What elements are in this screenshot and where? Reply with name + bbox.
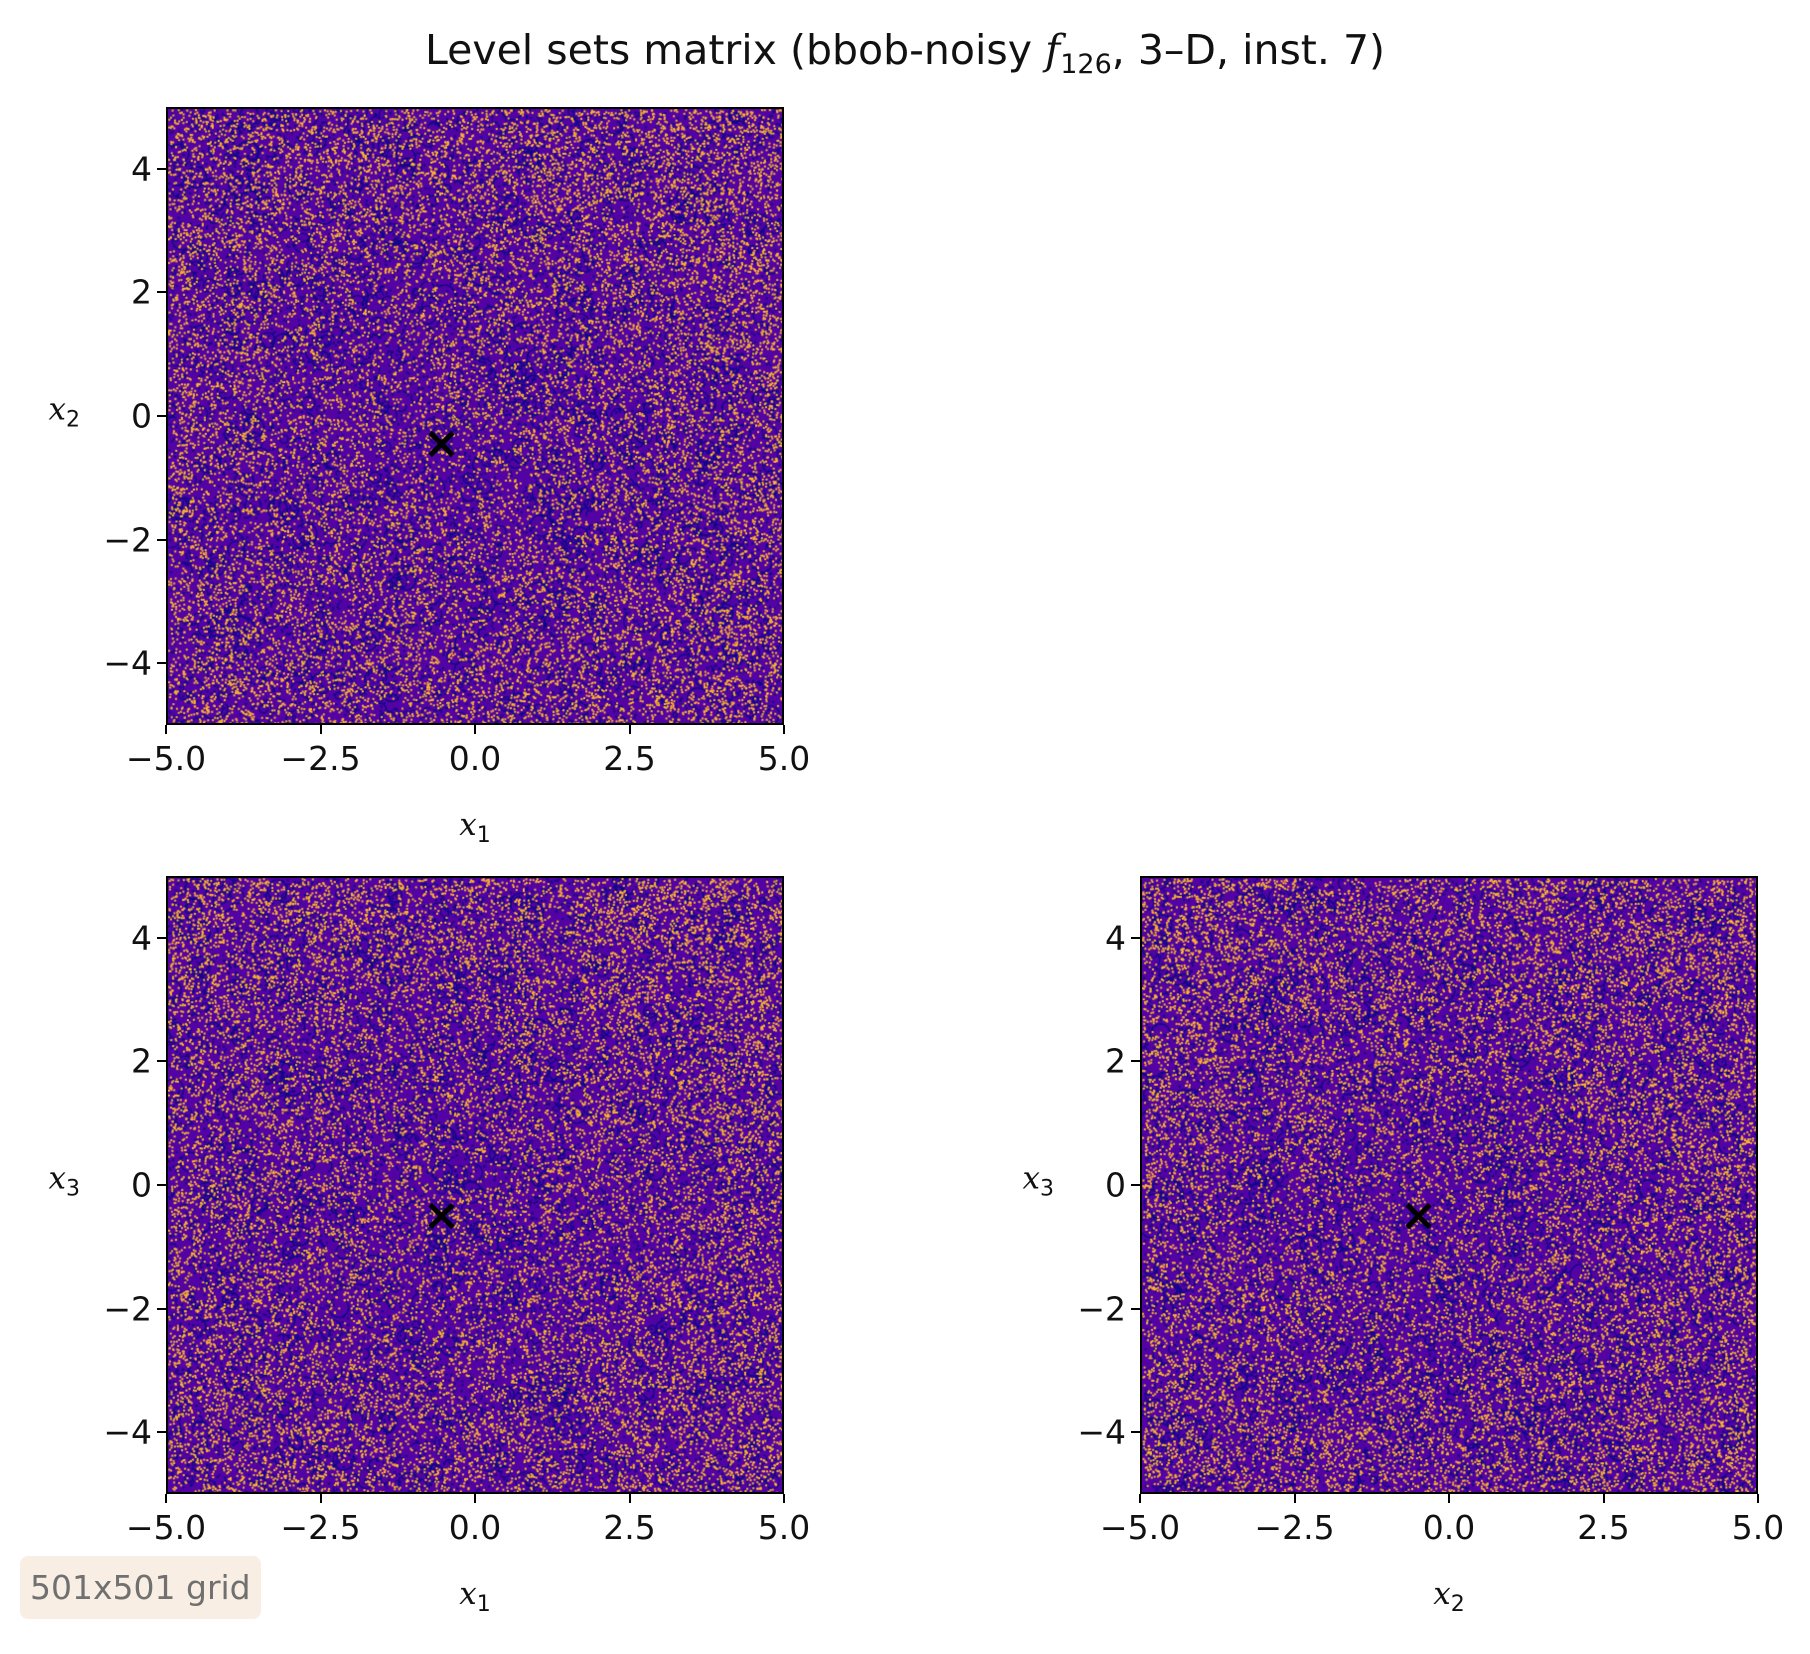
x-tick bbox=[319, 725, 322, 734]
x-tick-label: −5.0 bbox=[125, 1508, 207, 1547]
x-tick bbox=[1293, 1494, 1296, 1503]
x-tick-label: −5.0 bbox=[125, 739, 207, 778]
x-tick-label: −5.0 bbox=[1099, 1508, 1181, 1547]
y-tick-label: 4 bbox=[131, 918, 152, 958]
x-tick bbox=[474, 725, 476, 734]
y-tick bbox=[157, 538, 166, 541]
y-tick-label: 4 bbox=[1105, 918, 1126, 958]
title-func-index: 126 bbox=[1060, 49, 1112, 81]
y-tick-label: −4 bbox=[103, 1412, 152, 1452]
x-axis-label: x2 bbox=[1433, 1576, 1465, 1618]
x-tick-label: −2.5 bbox=[280, 1508, 361, 1547]
y-tick bbox=[1131, 1307, 1140, 1310]
title-suffix: , 3–D, inst. 7) bbox=[1111, 26, 1386, 74]
y-tick bbox=[157, 1184, 166, 1186]
x-tick-label: 5.0 bbox=[757, 1508, 811, 1547]
y-tick bbox=[157, 415, 166, 417]
heatmap-canvas bbox=[1142, 878, 1756, 1492]
subplot-x1-x3: −5.0 −2.5 0.0 2.5 5.0 −4 −2 0 2 4 x1 x3 bbox=[49, 876, 810, 1617]
x-tick-label: 0.0 bbox=[1422, 1508, 1476, 1547]
y-tick-label: 0 bbox=[1105, 1165, 1126, 1205]
x-tick-label: 0.0 bbox=[448, 1508, 502, 1547]
y-tick bbox=[157, 1431, 166, 1434]
y-tick bbox=[1131, 936, 1140, 939]
y-tick bbox=[157, 291, 166, 294]
y-tick-label: −2 bbox=[1077, 1289, 1126, 1329]
x-tick bbox=[319, 1494, 322, 1503]
subplot-x2-x3: −5.0 −2.5 0.0 2.5 5.0 −4 −2 0 2 4 x2 x3 bbox=[1023, 876, 1784, 1617]
y-tick-label: 0 bbox=[131, 396, 152, 436]
y-tick bbox=[157, 167, 166, 170]
x-tick bbox=[474, 1494, 476, 1503]
y-tick-label: −4 bbox=[1077, 1412, 1126, 1452]
x-tick bbox=[165, 725, 167, 734]
level-set-heatmap bbox=[1140, 876, 1758, 1494]
y-axis-label: x3 bbox=[48, 1160, 80, 1202]
title-func-symbol: f bbox=[1045, 26, 1061, 74]
optimum-marker bbox=[426, 429, 456, 459]
grid-size-badge: 501x501 grid bbox=[20, 1556, 261, 1619]
x-tick-label: 2.5 bbox=[603, 739, 656, 778]
x-tick bbox=[783, 725, 785, 734]
x-tick-label: −2.5 bbox=[1254, 1508, 1335, 1547]
y-tick bbox=[157, 1307, 166, 1310]
x-tick-label: 2.5 bbox=[603, 1508, 656, 1547]
chart-title: Level sets matrix (bbob-noisy f126, 3–D,… bbox=[0, 26, 1810, 80]
x-axis-label: x1 bbox=[459, 807, 491, 849]
level-set-heatmap bbox=[166, 876, 784, 1494]
x-tick-label: 0.0 bbox=[448, 739, 502, 778]
level-set-heatmap bbox=[166, 107, 784, 725]
x-tick bbox=[165, 1494, 167, 1503]
y-axis-label: x2 bbox=[48, 391, 80, 433]
title-prefix: Level sets matrix (bbob-noisy bbox=[424, 26, 1046, 74]
subplot-x1-x2: −5.0 −2.5 0.0 2.5 5.0 −4 −2 0 2 4 x1 x2 bbox=[49, 107, 810, 848]
y-tick bbox=[1131, 1184, 1140, 1186]
x-tick-label: 5.0 bbox=[1731, 1508, 1785, 1547]
y-tick bbox=[157, 936, 166, 939]
x-tick bbox=[1757, 1494, 1759, 1503]
x-tick-label: 5.0 bbox=[757, 739, 811, 778]
y-tick-label: 2 bbox=[1105, 1041, 1126, 1081]
optimum-marker bbox=[426, 1201, 456, 1231]
x-tick bbox=[783, 1494, 785, 1503]
y-tick bbox=[1131, 1060, 1140, 1063]
y-tick-label: 0 bbox=[131, 1165, 152, 1205]
x-tick bbox=[628, 725, 631, 734]
heatmap-canvas bbox=[168, 878, 782, 1492]
x-tick bbox=[1602, 1494, 1605, 1503]
x-tick bbox=[1139, 1494, 1141, 1503]
y-tick-label: 2 bbox=[131, 1041, 152, 1081]
y-tick bbox=[157, 662, 166, 665]
x-tick-label: −2.5 bbox=[280, 739, 361, 778]
x-tick bbox=[1448, 1494, 1450, 1503]
optimum-marker bbox=[1403, 1201, 1433, 1231]
y-tick-label: −2 bbox=[103, 520, 152, 560]
y-tick-label: −4 bbox=[103, 643, 152, 683]
y-tick bbox=[1131, 1431, 1140, 1434]
heatmap-canvas bbox=[168, 109, 782, 723]
y-tick bbox=[157, 1060, 166, 1063]
x-tick bbox=[628, 1494, 631, 1503]
x-axis-label: x1 bbox=[459, 1576, 491, 1618]
y-tick-label: −2 bbox=[103, 1289, 152, 1329]
y-tick-label: 2 bbox=[131, 272, 152, 312]
x-tick-label: 2.5 bbox=[1577, 1508, 1630, 1547]
y-tick-label: 4 bbox=[131, 149, 152, 189]
y-axis-label: x3 bbox=[1022, 1160, 1054, 1202]
